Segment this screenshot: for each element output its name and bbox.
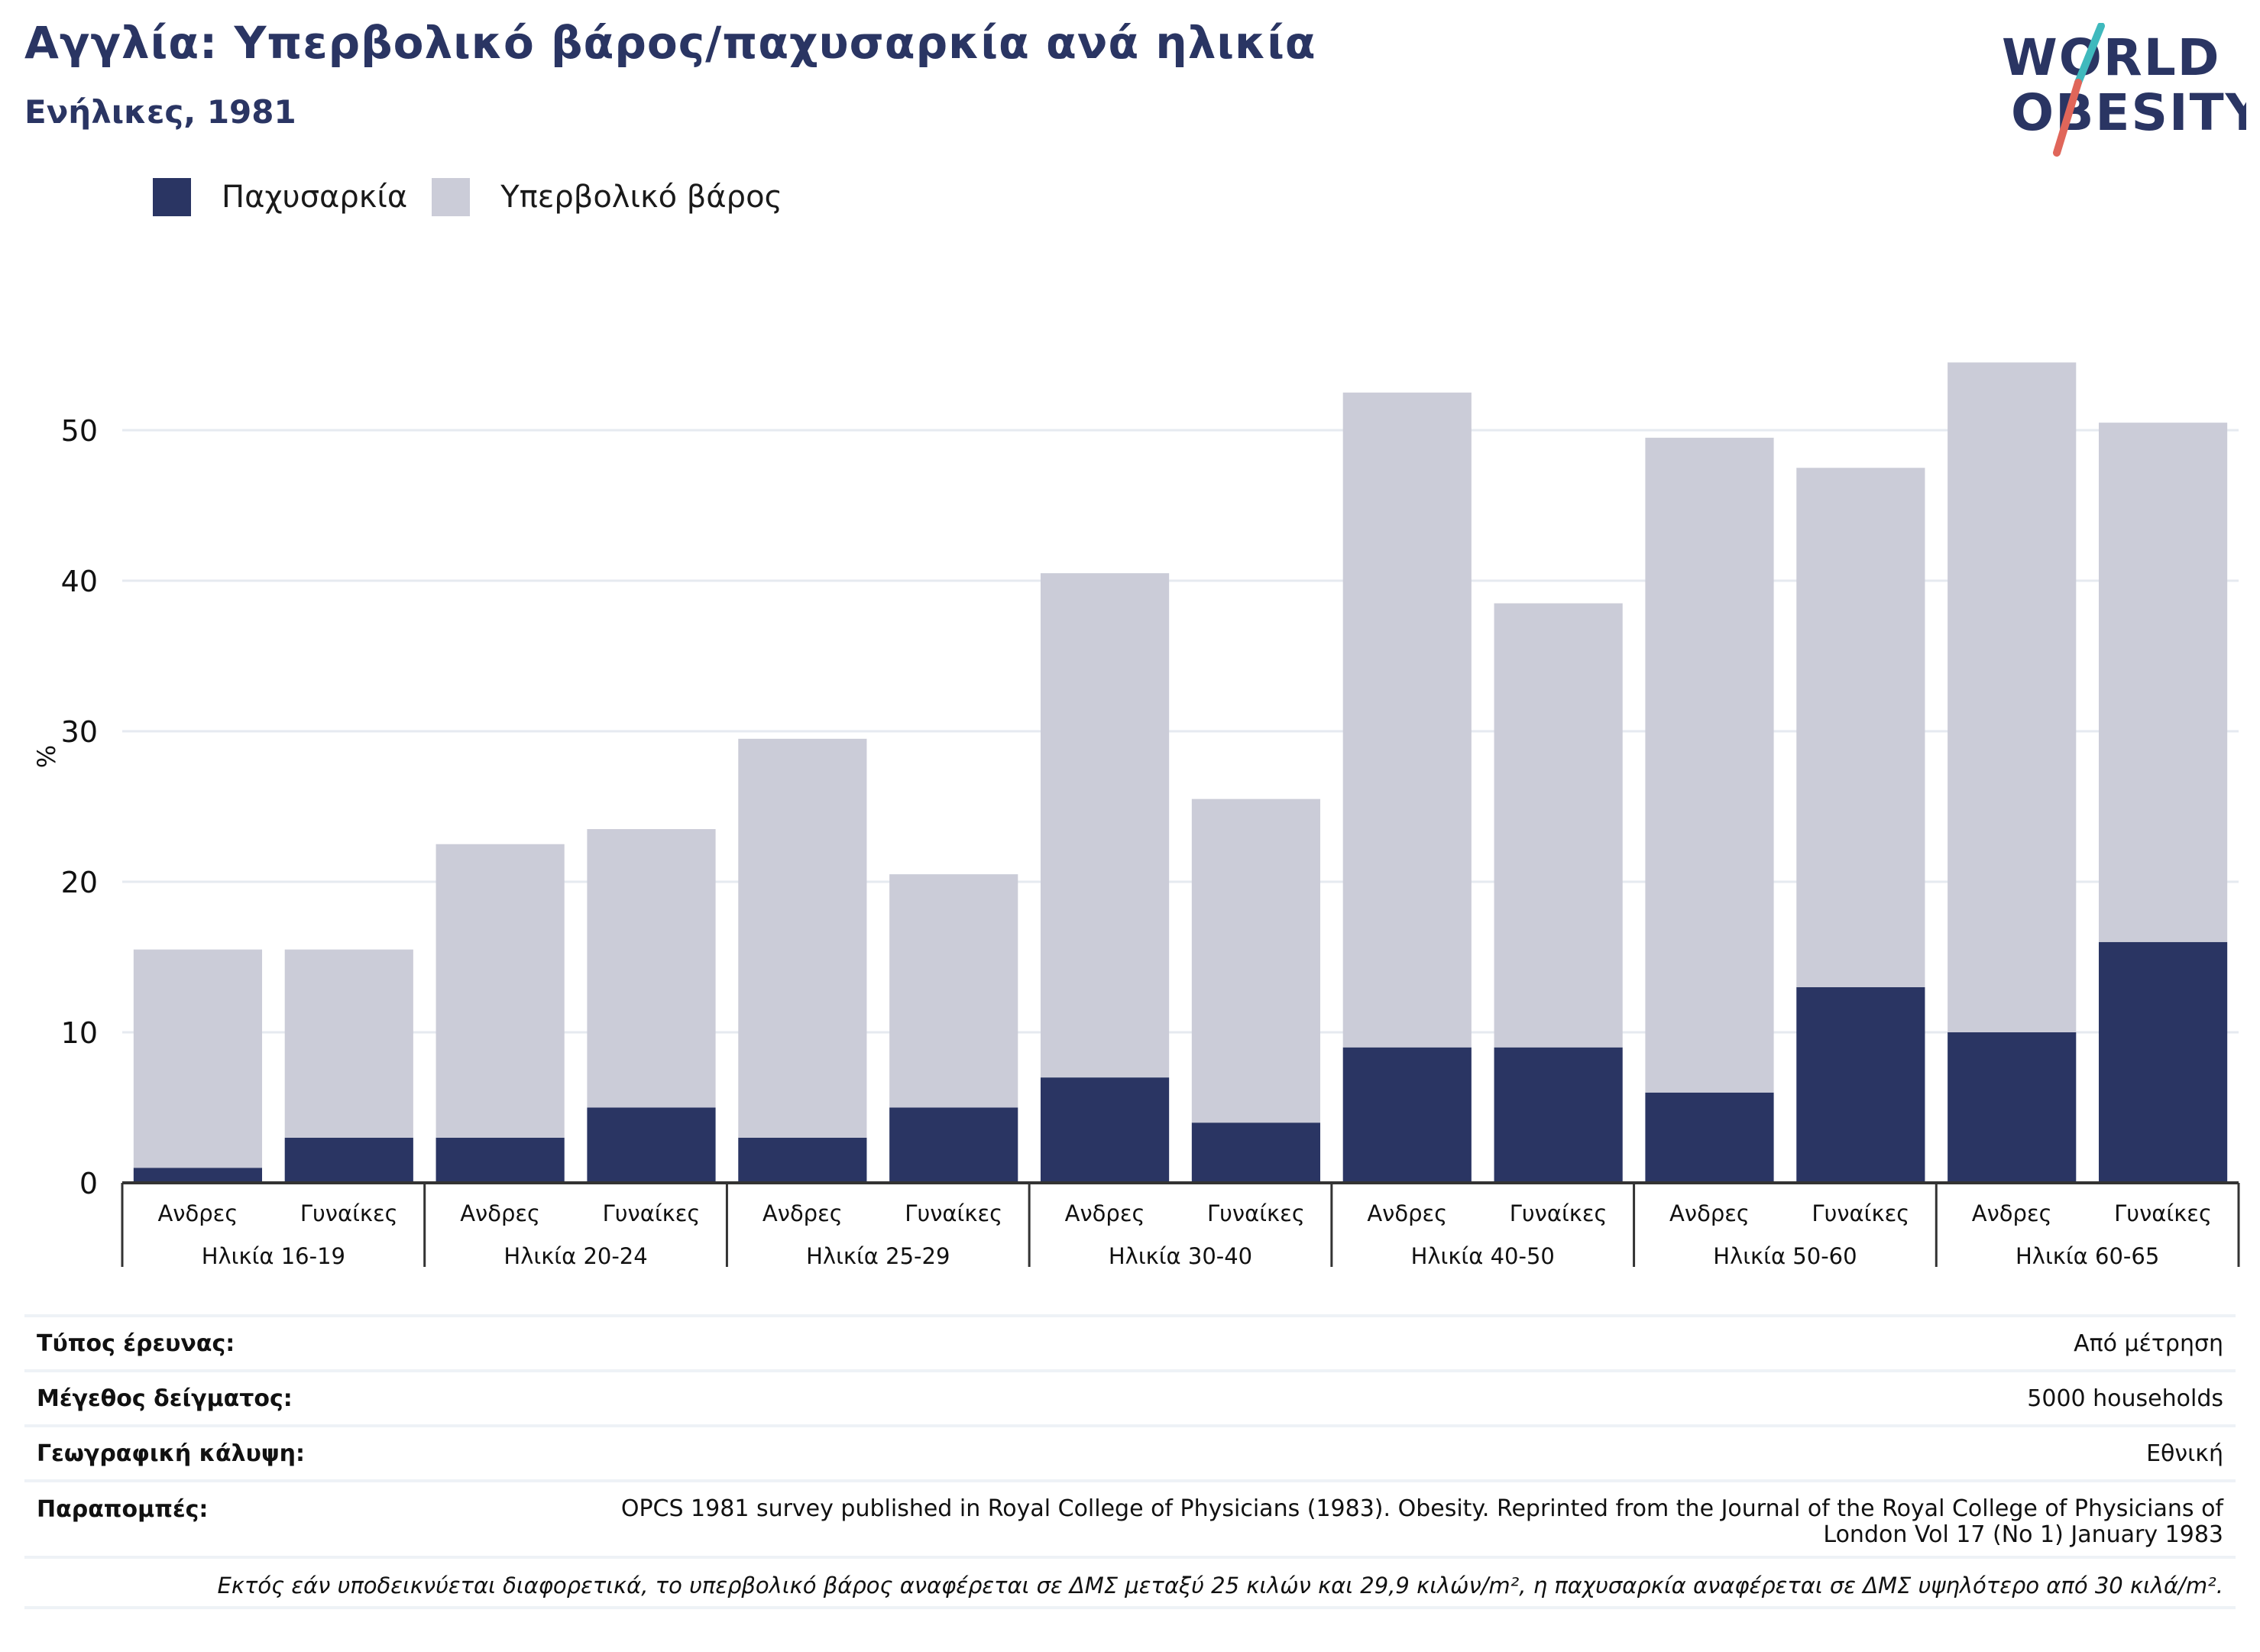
x-subcategory-label: Ανδρες [1367,1200,1447,1226]
x-subcategory-label: Γυναίκες [603,1200,701,1226]
y-tick-label: 50 [61,414,98,448]
meta-value: OPCS 1981 survey published in Royal Coll… [620,1495,2223,1548]
x-group-label: Ηλικία 30-40 [1109,1243,1252,1269]
chart-subtitle: Ενήλικες, 1981 [24,93,296,131]
legend-item-overweight: Υπερβολικό βάρος [432,178,782,216]
bar-overweight [1948,362,2077,1033]
y-tick-label: 0 [79,1167,98,1200]
x-subcategory-label: Γυναίκες [2114,1200,2212,1226]
x-subcategory-label: Ανδρες [1669,1200,1750,1226]
chart-title: Αγγλία: Υπερβολικό βάρος/παχυσαρκία ανά … [24,17,1316,69]
chart-legend: Παχυσαρκία Υπερβολικό βάρος [153,174,807,220]
bar-overweight [1342,392,1472,1048]
bar-overweight [1494,603,1623,1048]
bar-obesity [587,1107,716,1183]
x-group-label: Ηλικία 16-19 [202,1243,345,1269]
bar-overweight [284,949,413,1138]
meta-label: Μέγεθος δείγματος: [37,1385,293,1412]
legend-label-obesity: Παχυσαρκία [222,180,408,215]
x-subcategory-label: Ανδρες [460,1200,540,1226]
bar-overweight [1040,573,1170,1078]
meta-value: Εθνική [2146,1440,2223,1467]
x-subcategory-label: Γυναίκες [905,1200,1002,1226]
svg-text:OBESITY: OBESITY [2011,83,2246,142]
meta-row-survey-type: Τύπος έρευνας: Από μέτρηση [24,1314,2236,1369]
bar-obesity [1796,986,1925,1183]
bar-obesity [284,1137,413,1183]
x-group-label: Ηλικία 40-50 [1411,1243,1555,1269]
x-group-label: Ηλικία 60-65 [2016,1243,2159,1269]
bar-obesity [1645,1092,1774,1183]
bar-overweight [1796,468,1925,987]
bar-overweight [2098,423,2228,942]
meta-row-coverage: Γεωγραφική κάλυψη: Εθνική [24,1424,2236,1479]
x-group-label: Ηλικία 25-29 [806,1243,950,1269]
meta-label: Παραπομπές: [37,1496,209,1523]
definition-note: Εκτός εάν υποδεικνύεται διαφορετικά, το … [24,1556,2236,1609]
meta-label: Τύπος έρευνας: [37,1330,235,1357]
x-subcategory-label: Ανδρες [1065,1200,1145,1226]
svg-text:WORLD: WORLD [2002,28,2221,87]
meta-value: Από μέτρηση [2074,1330,2223,1357]
y-tick-label: 30 [61,715,98,749]
bar-obesity [1342,1047,1472,1183]
x-subcategory-label: Ανδρες [763,1200,843,1226]
legend-swatch-obesity [153,178,191,216]
bar-overweight [587,829,716,1108]
meta-label: Γεωγραφική κάλυψη: [37,1440,306,1467]
world-obesity-logo: WORLD OBESITY [2002,23,2246,157]
x-subcategory-label: Ανδρες [1972,1200,2052,1226]
y-tick-label: 10 [61,1016,98,1050]
stacked-bar-chart: 0 10 20 30 40 50% Ανδρες Γυναίκες Ανδρες Γυναίκες… [32,362,2240,1269]
bar-obesity [1040,1077,1170,1183]
y-tick-label: 20 [61,866,98,899]
legend-label-overweight: Υπερβολικό βάρος [500,180,783,215]
bar-overweight [889,874,1018,1108]
bar-obesity [2098,941,2228,1183]
bar-obesity [738,1137,867,1183]
y-tick-label: 40 [61,565,98,598]
legend-swatch-overweight [432,178,471,216]
bar-obesity [133,1168,263,1183]
y-axis-label: % [32,745,61,768]
x-subcategory-label: Γυναίκες [1812,1200,1909,1226]
bar-overweight [1645,437,1774,1093]
metadata-table: Τύπος έρευνας: Από μέτρηση Μέγεθος δείγμ… [24,1314,2236,1609]
bar-obesity [435,1137,565,1183]
bar-overweight [1191,798,1321,1123]
x-subcategory-label: Ανδρες [157,1200,238,1226]
bar-overweight [738,738,867,1138]
bar-obesity [1191,1122,1321,1183]
bar-obesity [889,1107,1018,1183]
bar-overweight [435,844,565,1138]
meta-row-sample-size: Μέγεθος δείγματος: 5000 households [24,1369,2236,1424]
x-group-label: Ηλικία 50-60 [1713,1243,1857,1269]
x-subcategory-label: Γυναίκες [300,1200,398,1226]
bar-obesity [1948,1032,2077,1183]
x-subcategory-label: Γυναίκες [1207,1200,1305,1226]
x-subcategory-label: Γυναίκες [1510,1200,1608,1226]
bar-obesity [1494,1047,1623,1183]
x-group-label: Ηλικία 20-24 [503,1243,647,1269]
meta-row-references: Παραπομπές: OPCS 1981 survey published i… [24,1479,2236,1556]
bar-overweight [133,949,263,1168]
meta-value: 5000 households [2027,1385,2223,1412]
legend-item-obesity: Παχυσαρκία [153,178,407,216]
